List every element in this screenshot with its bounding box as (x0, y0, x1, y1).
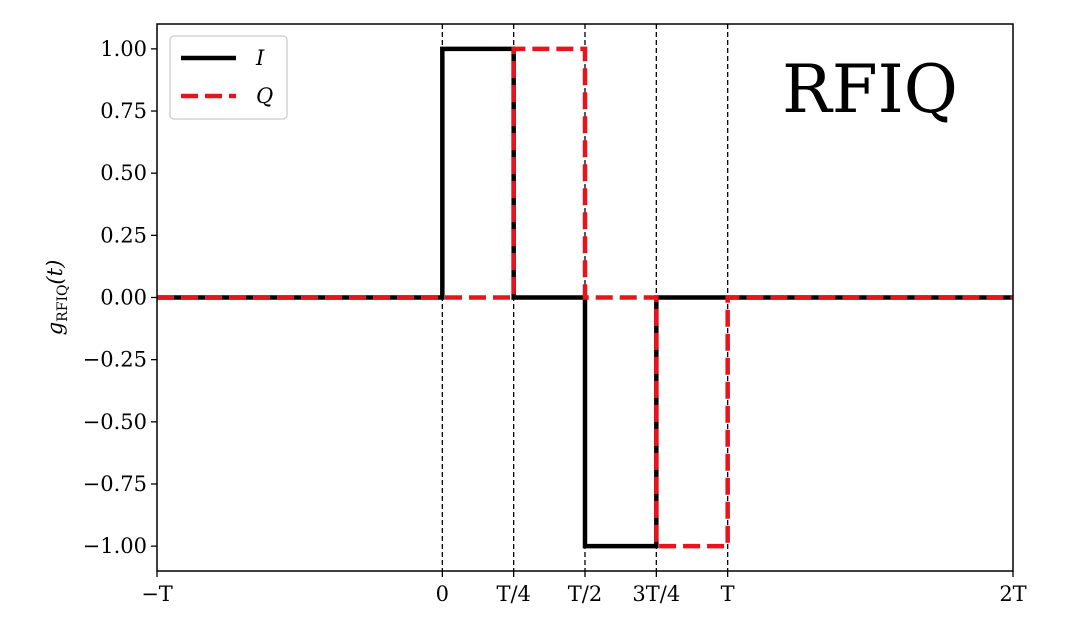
y-tick-label: 0.75 (100, 99, 147, 123)
legend-label-I: I (255, 46, 265, 70)
legend-label-Q: Q (256, 84, 273, 108)
y-tick-label: −1.00 (83, 534, 147, 558)
x-tick-label: 3T/4 (632, 582, 680, 606)
x-tick-label: 2T (999, 582, 1026, 606)
y-tick-label: 0.00 (100, 286, 147, 310)
y-axis-ticks: 1.00 0.75 0.50 0.25 0.00 −0.25 −0.50 −0.75 −1.00 (83, 37, 157, 558)
x-tick-label: T/2 (568, 582, 602, 606)
y-axis-label-args: (t) (43, 260, 67, 285)
y-tick-label: −0.25 (83, 348, 147, 372)
y-axis-label-sub: RFIQ (55, 285, 71, 322)
y-tick-label: 1.00 (100, 37, 147, 61)
y-tick-label: −0.50 (83, 410, 147, 434)
chart-annotation: RFIQ (782, 51, 958, 128)
legend: IQ (169, 35, 288, 120)
x-tick-label: T/4 (496, 582, 530, 606)
y-axis-label-g: g (43, 322, 67, 335)
y-axis-label: gRFIQ(t) (43, 260, 71, 336)
y-tick-label: −0.75 (83, 472, 147, 496)
x-tick-label: T (721, 582, 735, 606)
x-tick-label: 0 (436, 582, 449, 606)
series-layer (157, 46, 1013, 549)
series-Q-line (157, 46, 1013, 549)
x-axis-ticks: −T 0 T/4 T/2 3T/4 T 2T (141, 571, 1027, 606)
y-tick-label: 0.50 (100, 161, 147, 185)
y-tick-label: 0.25 (100, 223, 147, 247)
x-tick-label: −T (141, 582, 173, 606)
